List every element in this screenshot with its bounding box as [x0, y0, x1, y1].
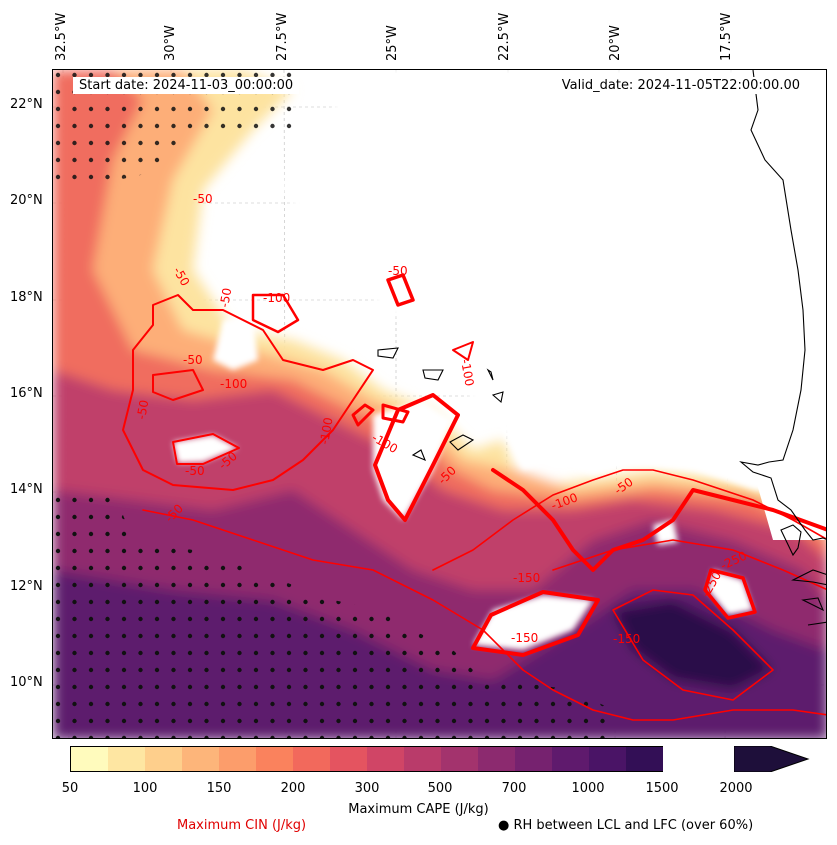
lat-label-22n: 22°N	[10, 97, 43, 112]
colorbar-tick: 500	[427, 781, 453, 796]
cape-map: -50 -50 -100 -50 -50 -100 -50 -50 -50 -5…	[52, 69, 827, 739]
colorbar-title: Maximum CAPE (J/kg)	[348, 802, 489, 817]
lon-label-30w: 30°W	[163, 25, 178, 61]
cin-legend-label: Maximum CIN (J/kg)	[177, 818, 307, 833]
lat-label-10n: 10°N	[10, 675, 43, 690]
lat-label-18n: 18°N	[10, 290, 43, 305]
lon-label-17-5w: 17.5°W	[719, 12, 734, 61]
lat-label-12n: 12°N	[10, 579, 43, 594]
colorbar-cell	[404, 746, 441, 772]
contour-label: -150	[613, 632, 640, 646]
contour-label: -100	[458, 358, 477, 387]
colorbar-tick: 300	[354, 781, 380, 796]
colorbar-cell	[293, 746, 330, 772]
start-date-label: Start date: 2024-11-03_00:00:00	[73, 77, 300, 94]
lon-label-27-5w: 27.5°W	[275, 12, 290, 61]
colorbar-cell	[626, 746, 663, 772]
colorbar-cell	[182, 746, 219, 772]
lat-label-14n: 14°N	[10, 482, 43, 497]
colorbar-tick: 150	[206, 781, 232, 796]
lon-label-25w: 25°W	[385, 25, 400, 61]
colorbar-tick: 2000	[719, 781, 753, 796]
colorbar-cell	[552, 746, 589, 772]
contour-label: -50	[185, 464, 205, 478]
colorbar-cell	[108, 746, 145, 772]
colorbar-tick: 700	[501, 781, 527, 796]
valid-date-label: Valid_date: 2024-11-05T22:00:00.00	[555, 77, 806, 94]
lon-label-20w: 20°W	[608, 25, 623, 61]
contour-label: -150	[511, 631, 538, 645]
colorbar-cell	[330, 746, 367, 772]
cin-contours	[122, 273, 826, 721]
contour-label: -50	[388, 264, 408, 278]
cin-contour-labels: -50 -50 -100 -50 -50 -100 -50 -50 -50 -5…	[134, 192, 749, 646]
cape-map-svg: -50 -50 -100 -50 -50 -100 -50 -50 -50 -5…	[53, 70, 826, 738]
colorbar-cell	[256, 746, 293, 772]
contour-label: -100	[220, 377, 247, 391]
coastline	[377, 70, 826, 626]
colorbar-tick: 100	[132, 781, 158, 796]
rh-legend-label: ● RH between LCL and LFC (over 60%)	[498, 818, 754, 833]
colorbar-cell	[145, 746, 182, 772]
contour-label: -50	[193, 192, 213, 206]
lat-label-20n: 20°N	[10, 193, 43, 208]
colorbar-tick: 1000	[571, 781, 605, 796]
colorbar-cell	[441, 746, 478, 772]
lat-label-16n: 16°N	[10, 386, 43, 401]
contour-label: -100	[317, 416, 336, 445]
contour-label: -50	[183, 353, 203, 367]
contour-label: -50	[134, 399, 151, 421]
colorbar-tick: 50	[61, 781, 79, 796]
colorbar-cell	[219, 746, 256, 772]
colorbar-cell	[515, 746, 552, 772]
contour-label: -150	[513, 571, 540, 585]
colorbar-cell	[478, 746, 515, 772]
lon-label-22-5w: 22.5°W	[497, 12, 512, 61]
colorbar-cell	[589, 746, 626, 772]
colorbar-cell	[367, 746, 404, 772]
contour-label: -50	[217, 287, 234, 309]
rh-dots	[53, 70, 613, 738]
colorbar	[70, 746, 663, 772]
colorbar-tick: 1500	[645, 781, 679, 796]
lon-label-32-5w: 32.5°W	[54, 12, 69, 61]
contour-label: -100	[263, 291, 290, 305]
colorbar-tick: 200	[280, 781, 306, 796]
colorbar-extend-arrow	[734, 746, 810, 772]
colorbar-cell	[70, 746, 108, 772]
